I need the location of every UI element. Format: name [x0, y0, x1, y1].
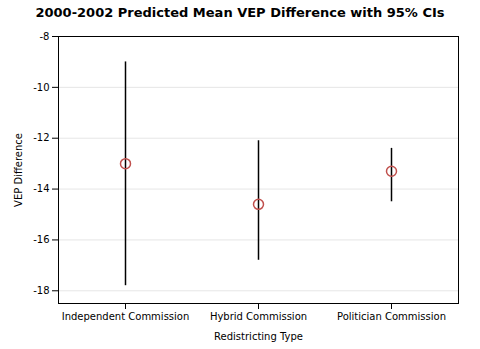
svg-text:-14: -14	[33, 183, 49, 194]
svg-text:-18: -18	[33, 285, 49, 296]
svg-text:-16: -16	[33, 234, 49, 245]
svg-text:Independent Commission: Independent Commission	[62, 311, 190, 322]
svg-text:-8: -8	[40, 31, 50, 42]
html-text:2000-2002 Predicted Mean VEP D: 2000-2002 Predicted Mean VEP Difference …	[35, 5, 445, 20]
svg-text:Politician Commission: Politician Commission	[337, 311, 446, 322]
svg-text:VEP Difference: VEP Difference	[13, 133, 24, 207]
svg-text:Hybrid Commission: Hybrid Commission	[210, 311, 307, 322]
svg-text:Redistricting Type: Redistricting Type	[214, 331, 303, 342]
svg-text:-10: -10	[33, 82, 49, 93]
svg-text:-12: -12	[33, 132, 49, 143]
